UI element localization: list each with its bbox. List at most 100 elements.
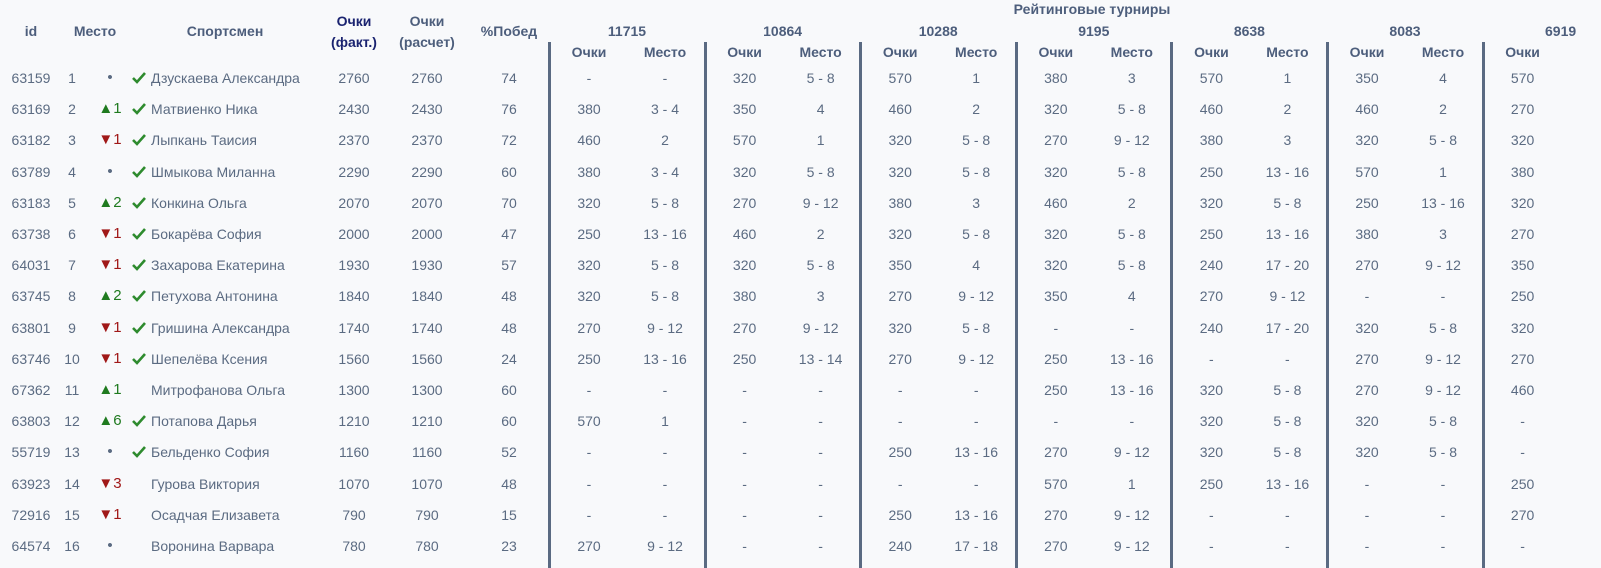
tournament-points: 320 [1510,132,1535,149]
tournament-points: 460 [577,132,601,149]
place: 11 [64,382,80,398]
tournament-points: 250 [1510,475,1535,492]
tournament-place: 5 - 8 [806,163,835,180]
tournament-points: - [1053,319,1059,336]
athlete-id: 63923 [11,475,51,492]
tournament-points: - [742,413,747,430]
column-divider [1326,42,1329,568]
tournament-place: - [818,413,823,430]
tournament-points: 320 [1355,444,1379,461]
tournament-points: - [742,506,747,523]
place: 1 [68,70,76,86]
points-calc: 1070 [411,475,443,492]
win-percent: 23 [501,538,517,554]
tournament-place: 3 - 4 [650,163,680,180]
tournament-points: - [586,506,592,523]
header-name: Спортсмен [186,23,264,39]
points-calc: 2000 [411,226,443,242]
place: 12 [64,413,80,430]
tournament-place: - [1285,538,1290,554]
tournament-points: - [1364,506,1370,523]
tournament-points: 320 [1199,444,1224,461]
tournament-place: 13 - 16 [643,350,687,367]
points-calc: 2290 [411,163,443,180]
tournament-points: 270 [577,319,601,336]
tournament-points: 320 [732,257,757,274]
tournament-points: 250 [1199,163,1224,180]
tournament-points: 250 [577,226,601,242]
place-change: ▼1 [98,131,122,149]
tournament-points: 460 [1355,101,1379,118]
place-change: ▲1 [98,381,122,398]
tournament-place: 2 [1283,101,1292,118]
tournament-header: 10864 [763,23,803,39]
tournament-place: 17 - 18 [954,538,998,554]
tournament-place: 5 - 8 [1428,319,1458,336]
tournament-points: 320 [1044,257,1068,274]
place-change: ▲6 [98,412,122,430]
tournament-points: 250 [1510,288,1535,305]
tournament-points: - [742,475,747,492]
win-percent: 48 [501,288,517,305]
verified-icon [132,196,146,209]
points-calc: 1160 [411,444,443,461]
place: 3 [68,132,76,149]
place-change: • [107,443,113,461]
tournament-place: 5 - 8 [1273,413,1302,430]
tournament-points: 270 [1510,101,1535,118]
tournament-points: - [1209,350,1214,367]
tournament-points: - [1520,413,1525,430]
place: 7 [68,257,76,274]
tournament-place: 5 - 8 [962,132,991,149]
athlete-name: Митрофанова Ольга [151,382,286,398]
tournament-points: 240 [1199,319,1224,336]
tournament-place: 5 - 8 [962,319,991,336]
verified-icon [132,165,146,178]
sub-header-points: Очки [1349,44,1385,60]
place-change: • [107,69,113,86]
tournament-place: - [818,475,823,492]
place: 15 [64,506,80,523]
points-fact: 2290 [338,163,370,180]
athlete-id: 67362 [11,382,51,398]
athlete-name: Матвиенко Ника [151,101,258,118]
points-calc: 1930 [411,257,443,274]
win-percent: 74 [501,70,517,86]
tournament-points: 460 [1044,194,1068,211]
tournament-place: 9 - 12 [1425,350,1461,367]
tournament-place: 5 - 8 [1117,257,1146,274]
athlete-id: 63746 [11,350,51,367]
tournament-points: 270 [1355,350,1379,367]
tournament-place: 13 - 16 [1265,475,1310,492]
tournament-points: - [1520,444,1525,461]
place-change: ▼1 [98,225,122,242]
tournament-points: 320 [1199,382,1224,398]
place-change: ▼1 [98,349,122,367]
tournament-place: 5 - 8 [1117,163,1146,180]
tournament-points: 270 [1355,382,1379,398]
tournament-points: 350 [732,101,757,118]
tournament-place: 3 [1283,132,1292,149]
column-divider [703,42,707,568]
tournament-points: 570 [1199,70,1224,86]
points-calc: 1840 [411,288,443,305]
athlete-id: 63183 [11,194,51,211]
tournament-place: 2 [816,226,825,242]
tournament-place: 2 [1127,194,1136,211]
tournament-header: 6919 [1545,23,1577,39]
tournament-points: 460 [1510,382,1535,398]
tournament-place: 9 - 12 [647,319,683,336]
tournament-points: 240 [1199,257,1224,274]
check [132,352,146,365]
tournament-points: 250 [577,350,601,367]
sub-header-place: Место [1110,44,1153,60]
tournament-points: 350 [888,257,912,274]
points-fact: 790 [342,506,366,523]
win-percent: 48 [501,475,517,492]
points-fact: 1840 [338,288,370,305]
tournament-points: - [1520,538,1525,554]
place-change: ▲2 [98,287,122,305]
athlete-id: 64031 [11,257,51,274]
check [132,134,146,147]
